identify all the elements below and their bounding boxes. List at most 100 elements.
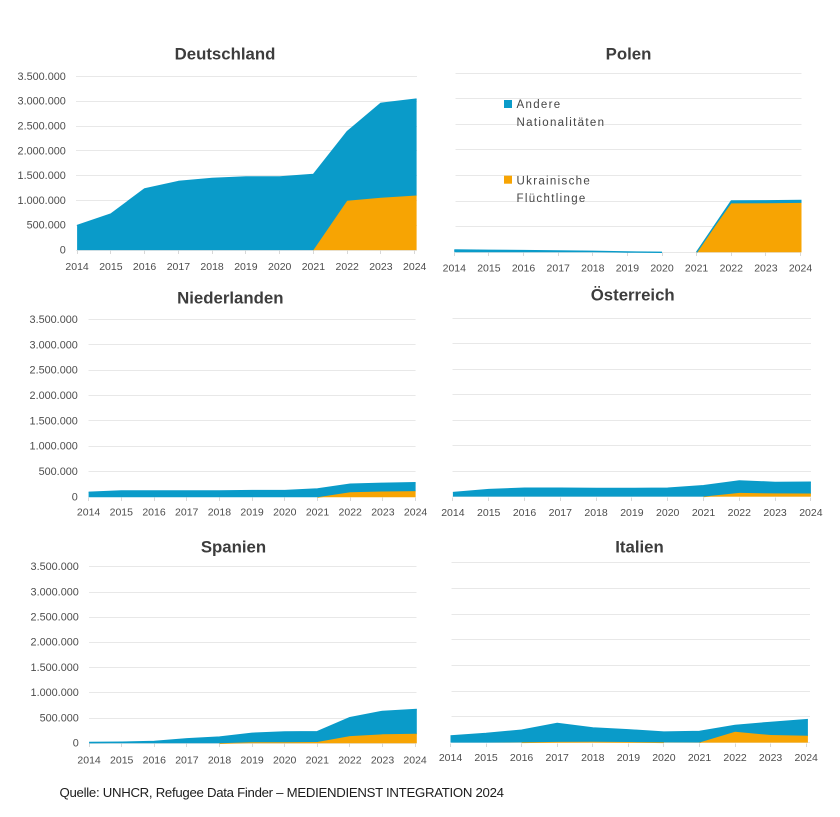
svg-text:2020: 2020 [656,507,680,519]
svg-text:2015: 2015 [110,507,134,519]
svg-text:2016: 2016 [512,263,536,275]
svg-text:2020: 2020 [273,507,297,519]
svg-text:2017: 2017 [546,752,570,764]
svg-text:2.500.000: 2.500.000 [31,612,79,624]
svg-text:Quelle: UNHCR, Refugee Data Fi: Quelle: UNHCR, Refugee Data Finder – MED… [60,785,504,800]
svg-text:2020: 2020 [268,261,292,273]
svg-text:Niederlanden: Niederlanden [177,288,283,307]
svg-text:0: 0 [72,491,78,503]
svg-text:2017: 2017 [549,507,573,519]
svg-text:Flüchtlinge: Flüchtlinge [517,193,587,205]
svg-text:500.000: 500.000 [39,466,78,478]
svg-text:2023: 2023 [754,263,778,275]
svg-text:2024: 2024 [799,507,823,519]
svg-text:2018: 2018 [200,261,224,273]
svg-text:2016: 2016 [510,752,534,764]
svg-text:2024: 2024 [404,507,428,519]
svg-text:2018: 2018 [581,263,605,275]
svg-text:2019: 2019 [620,507,644,519]
svg-text:2022: 2022 [723,752,747,764]
svg-text:2015: 2015 [477,263,501,275]
svg-text:2022: 2022 [728,507,752,519]
svg-text:1.500.000: 1.500.000 [18,170,66,182]
svg-text:Österreich: Österreich [591,285,675,304]
svg-text:2019: 2019 [617,752,641,764]
svg-text:Spanien: Spanien [201,537,266,556]
svg-text:2018: 2018 [584,507,608,519]
svg-text:500.000: 500.000 [27,220,66,232]
svg-text:2.500.000: 2.500.000 [30,365,78,377]
svg-text:2014: 2014 [77,754,101,766]
svg-text:2017: 2017 [175,507,199,519]
svg-text:2017: 2017 [175,754,199,766]
svg-text:2017: 2017 [547,263,571,275]
svg-text:2024: 2024 [789,263,813,275]
svg-text:Deutschland: Deutschland [175,44,276,63]
svg-text:500.000: 500.000 [40,712,79,724]
svg-text:2.500.000: 2.500.000 [18,121,66,133]
svg-text:2021: 2021 [302,261,326,273]
svg-text:2022: 2022 [336,261,360,273]
svg-text:Polen: Polen [606,44,652,63]
svg-text:2023: 2023 [759,752,783,764]
svg-text:1.000.000: 1.000.000 [31,687,79,699]
svg-text:Italien: Italien [615,537,664,556]
svg-text:2023: 2023 [371,507,395,519]
svg-text:2014: 2014 [65,261,89,273]
svg-text:2014: 2014 [441,507,465,519]
svg-text:1.000.000: 1.000.000 [30,441,78,453]
svg-text:2024: 2024 [795,752,819,764]
svg-text:2019: 2019 [616,263,640,275]
svg-text:2016: 2016 [142,507,166,519]
svg-text:2.000.000: 2.000.000 [30,390,78,402]
svg-text:2014: 2014 [443,263,467,275]
svg-text:3.000.000: 3.000.000 [18,96,66,108]
svg-text:3.500.000: 3.500.000 [18,71,66,83]
svg-text:2024: 2024 [403,261,427,273]
svg-text:1.500.000: 1.500.000 [31,662,79,674]
svg-text:Ukrainische: Ukrainische [517,175,592,187]
svg-text:1.500.000: 1.500.000 [30,415,78,427]
svg-text:2016: 2016 [513,507,537,519]
svg-text:2018: 2018 [208,754,232,766]
svg-text:2015: 2015 [110,754,134,766]
svg-text:2020: 2020 [650,263,674,275]
svg-text:2021: 2021 [688,752,712,764]
svg-text:2019: 2019 [240,754,264,766]
svg-text:2023: 2023 [371,754,395,766]
svg-text:2014: 2014 [77,507,101,519]
svg-text:2021: 2021 [685,263,709,275]
svg-text:2022: 2022 [339,507,363,519]
svg-text:3.000.000: 3.000.000 [30,339,78,351]
svg-text:2023: 2023 [763,507,787,519]
svg-text:2021: 2021 [306,507,330,519]
svg-text:2.000.000: 2.000.000 [31,637,79,649]
svg-text:2019: 2019 [234,261,258,273]
svg-text:2022: 2022 [720,263,744,275]
svg-text:2016: 2016 [143,754,167,766]
svg-text:1.000.000: 1.000.000 [18,195,66,207]
svg-text:2.000.000: 2.000.000 [18,145,66,157]
svg-text:3.500.000: 3.500.000 [31,561,79,573]
svg-text:3.000.000: 3.000.000 [31,586,79,598]
svg-text:2021: 2021 [692,507,716,519]
svg-text:2018: 2018 [581,752,605,764]
svg-text:2020: 2020 [273,754,297,766]
svg-text:2015: 2015 [99,261,123,273]
svg-text:2019: 2019 [240,507,264,519]
svg-text:2021: 2021 [306,754,330,766]
svg-text:2017: 2017 [167,261,191,273]
svg-text:2024: 2024 [403,754,427,766]
svg-text:2018: 2018 [208,507,232,519]
svg-text:2023: 2023 [369,261,393,273]
svg-text:3.500.000: 3.500.000 [30,314,78,326]
svg-text:0: 0 [60,244,66,256]
svg-text:2015: 2015 [474,752,498,764]
svg-text:Nationalitäten: Nationalitäten [517,117,606,129]
svg-text:0: 0 [73,738,79,750]
svg-text:2014: 2014 [439,752,463,764]
svg-text:2015: 2015 [477,507,501,519]
svg-text:2020: 2020 [652,752,676,764]
svg-text:2016: 2016 [133,261,157,273]
svg-text:Andere: Andere [517,99,562,111]
